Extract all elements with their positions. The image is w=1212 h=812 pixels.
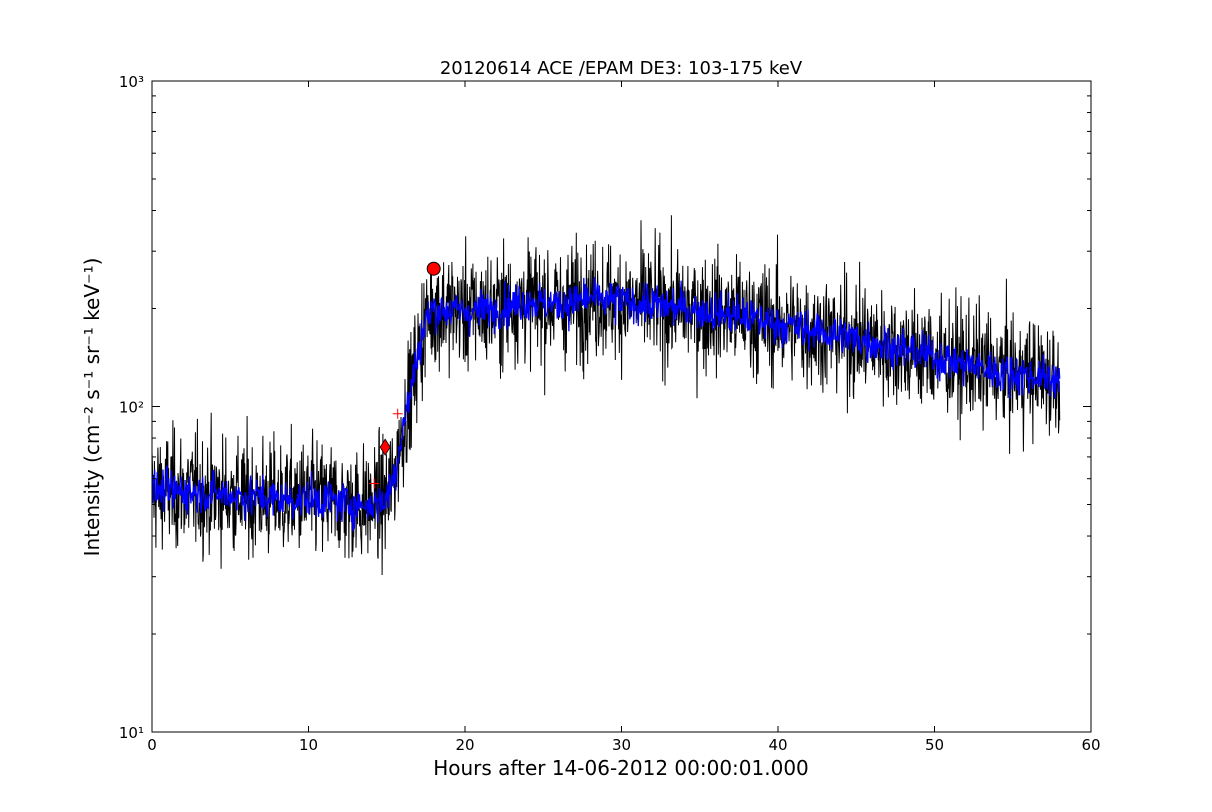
x-axis-label: Hours after 14-06-2012 00:00:01.000 bbox=[433, 756, 809, 780]
x-tick-label: 10 bbox=[299, 736, 318, 754]
x-tick-label: 60 bbox=[1081, 736, 1100, 754]
x-tick-label: 40 bbox=[768, 736, 787, 754]
peak-marker-circle bbox=[426, 261, 441, 276]
plus-marker bbox=[392, 408, 403, 419]
x-tick-label: 20 bbox=[455, 736, 474, 754]
y-axis-label: Intensity (cm⁻² s⁻¹ sr⁻¹ keV⁻¹) bbox=[80, 258, 104, 557]
series-line-smoothed bbox=[152, 276, 1061, 532]
y-tick-label: 10¹ bbox=[119, 724, 144, 742]
onset-marker-diamond bbox=[379, 438, 391, 456]
plus-marker bbox=[369, 478, 380, 489]
axis-layer: 0 10 20 30 40 50 60 10¹ 10² 10³ bbox=[119, 73, 1101, 754]
chart-title: 20120614 ACE /EPAM DE3: 103-175 keV bbox=[440, 58, 803, 79]
x-tick-label: 30 bbox=[612, 736, 631, 754]
series-line-raw bbox=[152, 215, 1061, 576]
x-tick-label: 0 bbox=[147, 736, 157, 754]
y-tick-label: 10³ bbox=[119, 73, 144, 91]
data-layer bbox=[152, 215, 1061, 576]
y-tick-label: 10² bbox=[119, 399, 144, 417]
marker-layer bbox=[369, 261, 441, 489]
x-tick-label: 50 bbox=[925, 736, 944, 754]
